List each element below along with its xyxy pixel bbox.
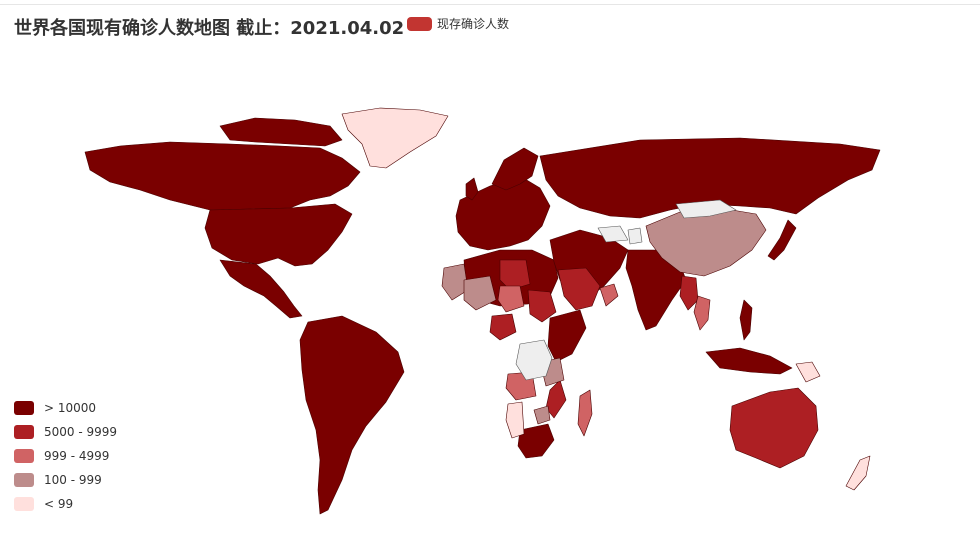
country-arctic-islands bbox=[219, 117, 343, 147]
country-canada bbox=[84, 141, 361, 211]
country-madagascar bbox=[577, 389, 593, 437]
visual-map-item-999-4999[interactable]: 999 - 4999 bbox=[14, 444, 117, 468]
visual-map-legend: > 10000 5000 - 9999 999 - 4999 100 - 999… bbox=[14, 396, 117, 516]
country-saudi-arabia bbox=[557, 267, 601, 311]
country-east-africa bbox=[547, 309, 587, 363]
country-usa bbox=[204, 203, 353, 267]
map-title: 世界各国现有确诊人数地图 截止：2021.04.02 bbox=[14, 18, 405, 39]
country-south-africa bbox=[517, 423, 555, 459]
visual-map-label: 5000 - 9999 bbox=[44, 425, 118, 439]
country-russia bbox=[539, 137, 881, 219]
country-sudan bbox=[527, 289, 557, 323]
country-japan bbox=[767, 219, 797, 261]
country-papua-new-guinea bbox=[795, 361, 821, 383]
world-map-svg[interactable] bbox=[80, 100, 885, 520]
country-indonesia bbox=[705, 347, 793, 375]
country-namibia bbox=[505, 401, 525, 439]
country-dr-congo bbox=[515, 339, 553, 381]
country-zimbabwe bbox=[533, 405, 551, 425]
country-mali bbox=[463, 275, 497, 311]
series-legend-item[interactable]: 现存确诊人数 bbox=[407, 15, 509, 32]
visual-map-swatch bbox=[14, 401, 34, 415]
country-scandinavia bbox=[491, 147, 539, 191]
country-philippines bbox=[739, 299, 753, 341]
country-chad bbox=[497, 285, 525, 313]
visual-map-item-5000-9999[interactable]: 5000 - 9999 bbox=[14, 420, 117, 444]
visual-map-swatch bbox=[14, 425, 34, 439]
visual-map-swatch bbox=[14, 497, 34, 511]
visual-map-item-lt-99[interactable]: < 99 bbox=[14, 492, 117, 516]
country-myanmar bbox=[679, 275, 699, 311]
visual-map-label: < 99 bbox=[44, 497, 74, 511]
visual-map-label: 999 - 4999 bbox=[44, 449, 110, 463]
country-uk bbox=[465, 177, 479, 201]
country-new-zealand bbox=[845, 455, 871, 491]
country-thailand bbox=[693, 295, 711, 331]
visual-map-label: > 10000 bbox=[44, 401, 97, 415]
country-greenland bbox=[341, 107, 449, 169]
country-tajikistan bbox=[627, 227, 643, 245]
visual-map-label: 100 - 999 bbox=[44, 473, 102, 487]
country-mauritania bbox=[441, 263, 469, 301]
series-legend-swatch bbox=[407, 16, 432, 31]
series-legend-label: 现存确诊人数 bbox=[437, 17, 510, 31]
country-mongolia bbox=[675, 199, 737, 219]
country-nigeria bbox=[489, 313, 517, 341]
country-oman bbox=[599, 283, 619, 307]
visual-map-item-100-999[interactable]: 100 - 999 bbox=[14, 468, 117, 492]
country-mexico bbox=[219, 259, 303, 319]
world-map[interactable] bbox=[80, 100, 885, 520]
visual-map-swatch bbox=[14, 449, 34, 463]
country-turkmenistan bbox=[597, 225, 629, 243]
top-divider bbox=[0, 4, 980, 5]
visual-map-item-gt-10000[interactable]: > 10000 bbox=[14, 396, 117, 420]
country-australia bbox=[729, 387, 819, 469]
visual-map-swatch bbox=[14, 473, 34, 487]
country-south-america bbox=[299, 315, 405, 515]
